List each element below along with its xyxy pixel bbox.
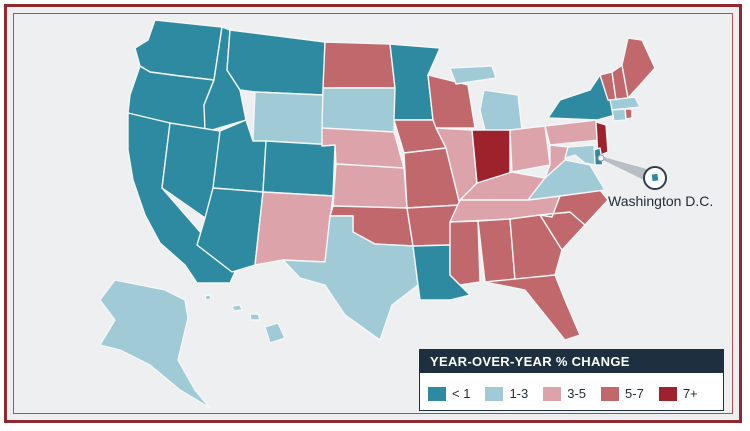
legend: YEAR-OVER-YEAR % CHANGE < 1 1-3 3-5 5-7 … (419, 349, 724, 411)
legend-items: < 1 1-3 3-5 5-7 7+ (420, 373, 723, 401)
state-FL[interactable] (484, 274, 581, 341)
state-NJ[interactable] (595, 121, 609, 157)
legend-swatch (428, 386, 446, 401)
state-GA[interactable] (509, 214, 563, 281)
state-MA[interactable] (609, 96, 641, 111)
dc-callout-connector (600, 156, 650, 183)
dc-locator-dot (597, 154, 605, 162)
state-TX[interactable] (282, 215, 419, 341)
legend-swatch (658, 386, 677, 401)
state-SD[interactable] (321, 87, 396, 133)
state-NM[interactable] (254, 191, 334, 266)
state-CO[interactable] (262, 140, 336, 197)
state-KS[interactable] (332, 163, 408, 209)
legend-item: 1-3 (485, 386, 528, 401)
state-MS[interactable] (449, 220, 481, 286)
legend-item: < 1 (428, 386, 470, 401)
state-ME[interactable] (621, 37, 656, 99)
legend-label: 1-3 (509, 386, 529, 401)
legend-swatch (543, 386, 562, 401)
legend-item: 3-5 (543, 386, 586, 401)
legend-label: 3-5 (567, 386, 587, 401)
state-WV[interactable] (544, 144, 569, 179)
dc-callout-label: Washington D.C. (608, 193, 714, 209)
state-ND[interactable] (322, 41, 396, 89)
state-AK[interactable] (99, 279, 211, 409)
state-MT[interactable] (226, 29, 326, 96)
legend-swatch (485, 386, 504, 401)
legend-label: < 1 (452, 386, 471, 401)
state-WY[interactable] (252, 91, 324, 147)
state-PA[interactable] (544, 119, 601, 146)
legend-swatch (601, 386, 620, 401)
state-CT[interactable] (611, 108, 627, 122)
state-OH[interactable] (509, 125, 551, 173)
state-AL[interactable] (477, 218, 516, 283)
legend-title: YEAR-OVER-YEAR % CHANGE (420, 350, 723, 373)
legend-label: 7+ (682, 386, 698, 401)
state-RI[interactable] (624, 108, 633, 120)
state-MD[interactable] (564, 144, 596, 166)
state-HI[interactable] (204, 294, 286, 344)
state-DC[interactable] (650, 172, 660, 183)
legend-label: 5-7 (625, 386, 644, 401)
legend-item: 7+ (658, 386, 698, 401)
state-WI[interactable] (427, 74, 476, 129)
legend-item: 5-7 (601, 386, 644, 401)
